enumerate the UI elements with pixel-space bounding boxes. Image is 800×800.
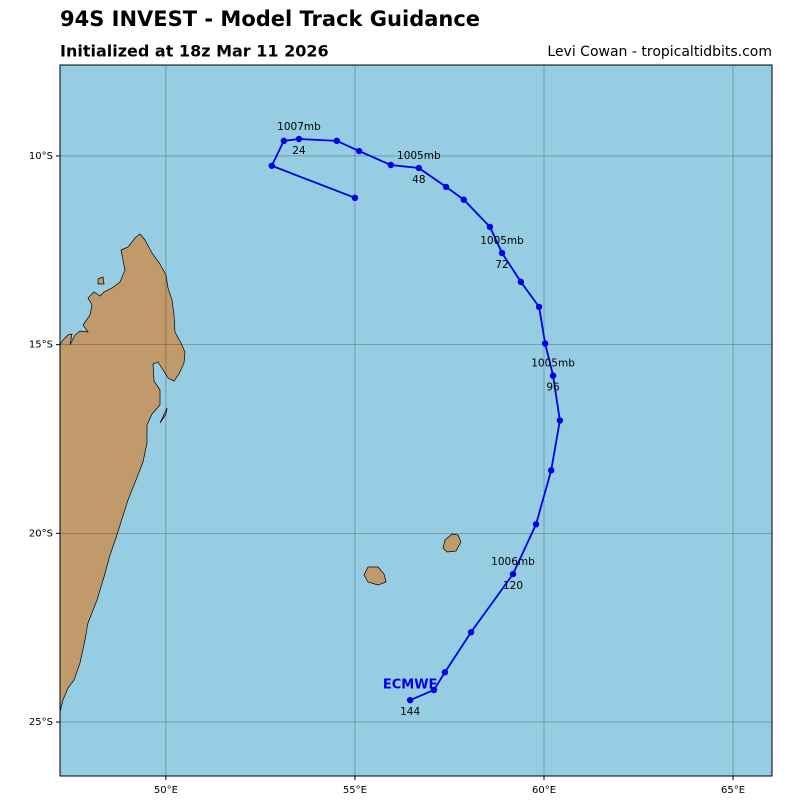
hour-label: 48 — [412, 174, 425, 186]
y-tick-label: 20°S — [29, 528, 53, 539]
islet — [97, 276, 105, 285]
hour-label: 144 — [400, 706, 420, 718]
track-point — [549, 372, 557, 379]
pressure-label: 1005mb — [397, 150, 441, 162]
track-point — [333, 137, 340, 145]
madagascar — [59, 233, 186, 713]
track-point — [535, 303, 543, 311]
track-point — [351, 194, 359, 202]
track-point — [442, 183, 450, 191]
track-point — [387, 161, 395, 169]
track-point — [406, 696, 414, 704]
pressure-label: 1006mb — [491, 556, 535, 568]
track-point — [441, 669, 449, 676]
track-point — [268, 162, 275, 169]
plot-frame — [59, 64, 773, 777]
model-label: ECMWF — [383, 678, 438, 693]
track-point — [486, 223, 494, 231]
ocean — [60, 65, 772, 776]
chart-subtitle: Initialized at 18z Mar 11 2026 — [60, 42, 329, 61]
track-point — [355, 147, 363, 155]
hour-label: 120 — [503, 580, 523, 592]
mauritius — [442, 533, 462, 553]
pressure-label: 1005mb — [480, 235, 524, 247]
track-point — [532, 521, 540, 528]
hour-label: 96 — [546, 382, 560, 394]
y-tick-label: 25°S — [29, 717, 53, 728]
chart-title: 94S INVEST - Model Track Guidance — [60, 7, 480, 31]
x-tick-label: 60°E — [532, 785, 556, 796]
x-tick-label: 50°E — [154, 785, 178, 796]
track-point — [547, 467, 555, 474]
pressure-label: 1005mb — [531, 358, 575, 370]
x-tick-label: 65°E — [721, 785, 745, 796]
track-point — [541, 340, 549, 347]
land — [59, 233, 462, 713]
x-tick-label: 55°E — [343, 785, 367, 796]
islet — [159, 407, 168, 424]
reunion — [363, 566, 387, 586]
hour-label: 72 — [495, 259, 508, 271]
pressure-label: 1007mb — [277, 121, 321, 133]
hour-label: 24 — [292, 145, 306, 157]
track-point — [517, 278, 525, 286]
track-point — [295, 135, 303, 143]
y-tick-label: 15°S — [29, 340, 53, 351]
track-point — [460, 196, 468, 203]
credit: Levi Cowan - tropicaltidbits.com — [547, 44, 772, 60]
track-point — [430, 686, 438, 694]
track-line — [270, 138, 561, 701]
track-point — [415, 164, 423, 172]
track-point — [467, 629, 475, 636]
track-point — [280, 137, 288, 145]
y-tick-label: 10°S — [29, 151, 53, 162]
track-point — [556, 417, 564, 424]
track-point — [498, 249, 506, 257]
track-point — [509, 570, 517, 578]
